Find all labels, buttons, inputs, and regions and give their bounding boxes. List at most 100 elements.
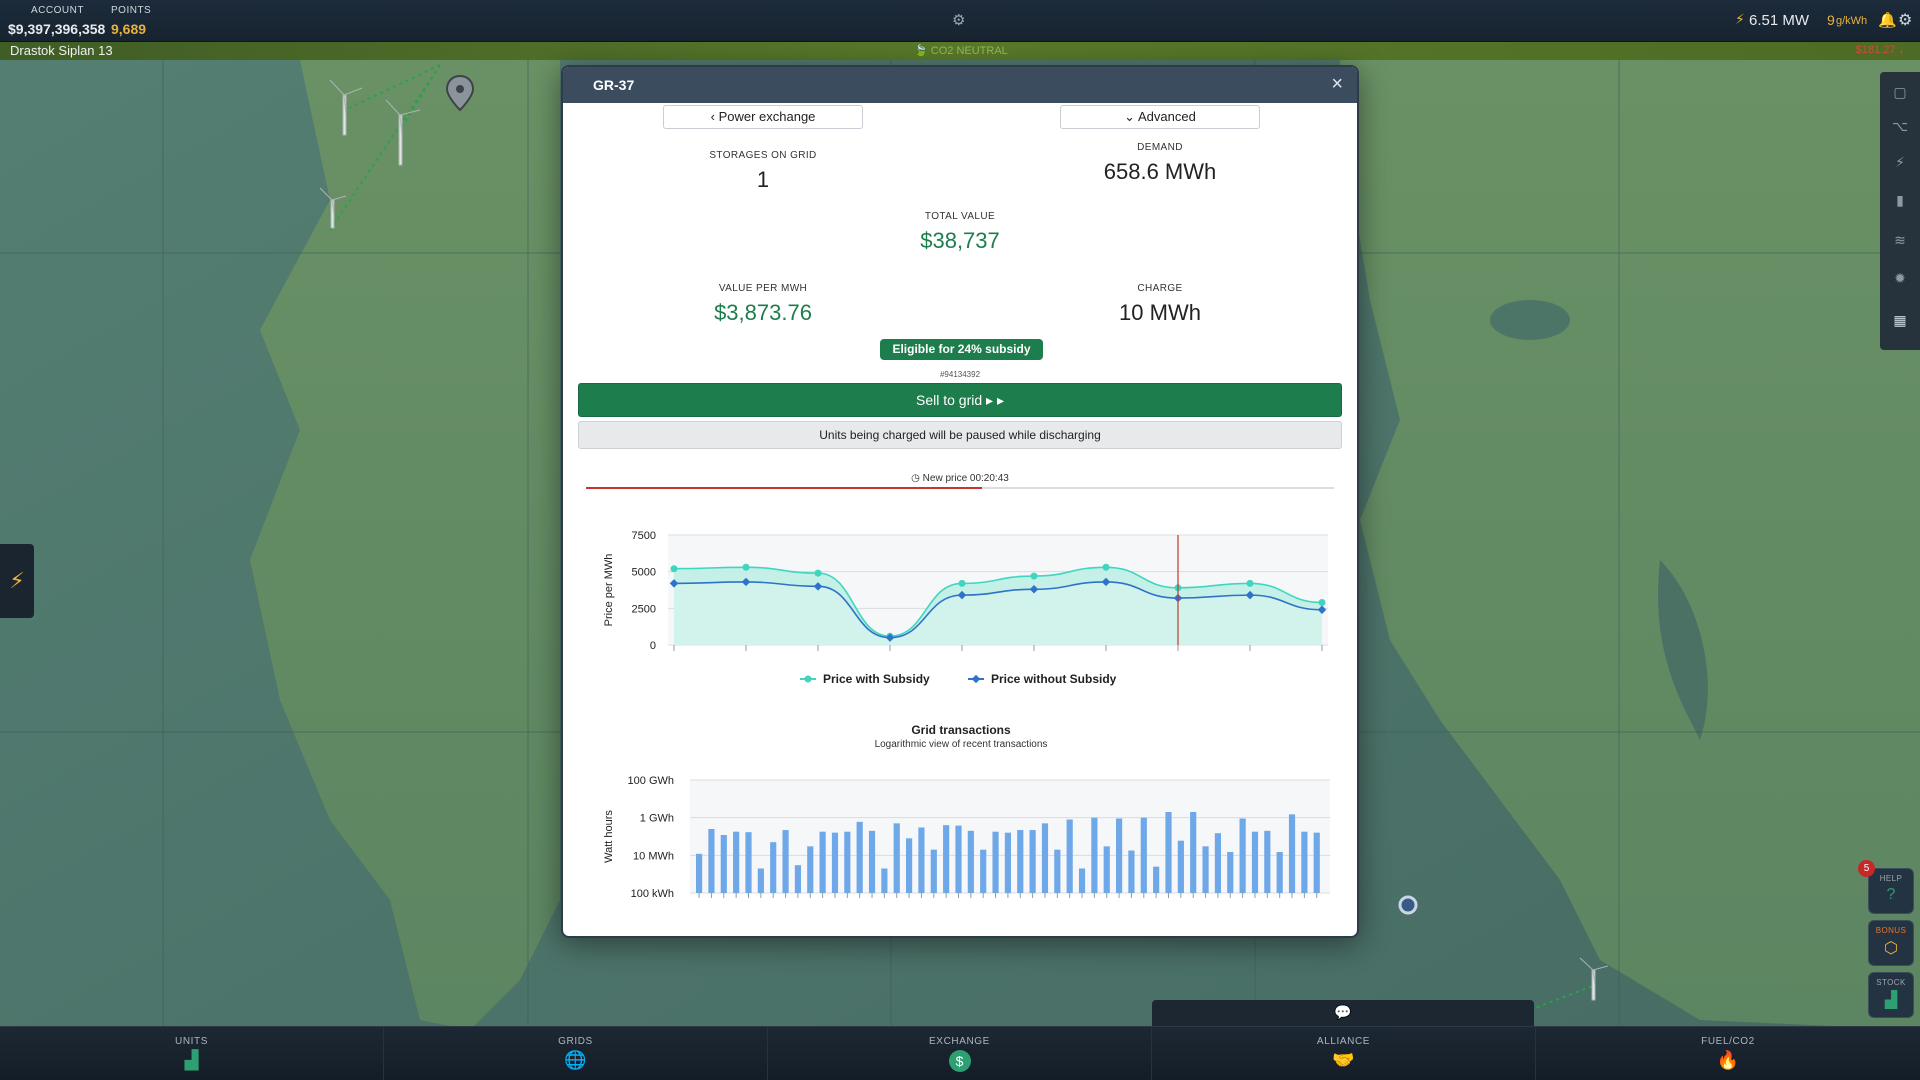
calculator-icon[interactable]: ▦ [1893, 312, 1907, 328]
transaction-bar [1140, 817, 1147, 893]
wind-icon[interactable]: ≋ [1894, 232, 1906, 248]
transaction-bar [1202, 846, 1209, 893]
transaction-bar [1190, 811, 1197, 893]
transaction-bar [1128, 850, 1135, 893]
transaction-bar [1054, 849, 1061, 893]
play-icon: ▸ ▸ [986, 392, 1004, 408]
bonus-button[interactable]: BONUS ⬡ [1868, 920, 1914, 966]
transaction-bar [1276, 852, 1283, 893]
close-icon[interactable]: × [1331, 73, 1343, 95]
data-point [1245, 590, 1255, 600]
transactions-title: Grid transactions [911, 723, 1011, 737]
subsidy-badge: Eligible for 24% subsidy [880, 339, 1043, 360]
y-tick-label: 10 MWh [633, 850, 674, 862]
transaction-bar [980, 849, 987, 893]
nav-exchange[interactable]: EXCHANGE $ [768, 1027, 1152, 1080]
battery-icon[interactable]: ▮ [1896, 192, 1904, 208]
sell-to-grid-button[interactable]: Sell to grid ▸ ▸ [578, 383, 1342, 417]
grid-modal: GR-37 × ‹ Power exchange ⌄ Advanced STOR… [561, 65, 1359, 938]
points-value[interactable]: 9,689 [111, 21, 147, 37]
stock-button[interactable]: STOCK ▟ [1868, 972, 1914, 1018]
tool-rail: ▢ ⌥ ⚡ ▮ ≋ ✹ ▦ [1880, 72, 1920, 350]
power-exchange-button[interactable]: ‹ Power exchange [663, 105, 863, 129]
chevron-down-icon: ⌄ [1124, 109, 1136, 124]
lightning-icon: ⚡ [1735, 11, 1745, 27]
transaction-bar [906, 838, 913, 893]
network-icon[interactable]: ⌥ [1892, 118, 1909, 134]
transaction-bar [794, 865, 801, 893]
transaction-bar [1288, 814, 1296, 893]
sell-label: Sell to grid [916, 392, 983, 408]
transaction-bar [1066, 819, 1073, 893]
bottom-nav: UNITS ▟ GRIDS 🌐 EXCHANGE $ ALLIANCE 🤝 FU… [0, 1026, 1920, 1080]
y-tick-label: 2500 [632, 603, 656, 615]
transaction-bar [918, 827, 925, 893]
lightning-icon: ⚡ [9, 568, 25, 593]
charge-value: 10 MWh [1119, 300, 1201, 325]
modal-title: GR-37 [593, 77, 635, 93]
nav-fuel[interactable]: FUEL/CO2 🔥 [1536, 1027, 1920, 1080]
y-tick-label: 0 [650, 640, 656, 652]
lightning-icon[interactable]: ⚡ [1895, 154, 1905, 170]
help-button[interactable]: HELP ? [1868, 868, 1914, 914]
gear-icon[interactable]: ⚙ [1898, 12, 1913, 29]
transaction-bar [1017, 830, 1024, 893]
transaction-bar [819, 831, 826, 893]
data-point [670, 565, 678, 573]
chat-tab[interactable]: 💬 [1152, 1000, 1534, 1026]
transaction-bar [1078, 868, 1086, 893]
y-tick-label: 7500 [632, 530, 656, 542]
data-point [814, 569, 822, 577]
price-chart[interactable]: 7500 5000 2500 0 Price per MWh Price with Sub… [586, 513, 1336, 713]
top-bar: ACCOUNT $9,397,396,358 POINTS 9,689 ⚙ ⚡ … [0, 0, 1920, 42]
timer-progress-fill [586, 487, 983, 489]
demand-label: DEMAND [1137, 142, 1183, 153]
legend-label: Price with Subsidy [823, 672, 930, 686]
price-timer: ◷ New price 00:20:43 [563, 473, 1357, 484]
nav-exchange-label: EXCHANGE [929, 1036, 990, 1047]
advanced-button[interactable]: ⌄ Advanced [1060, 105, 1260, 129]
cost-indicator: $181.27 ↓ [1856, 44, 1904, 56]
y-tick-label: 100 GWh [628, 775, 674, 787]
transaction-bar [1264, 830, 1271, 893]
timer-progress-track [586, 487, 1334, 489]
data-point [958, 579, 966, 587]
data-point [1030, 572, 1038, 580]
co2-neutral-label: CO2 NEUTRAL [930, 45, 1008, 57]
transaction-bar [782, 830, 789, 893]
handshake-icon: 🤝 [1332, 1050, 1355, 1070]
legend-label: Price without Subsidy [991, 672, 1117, 686]
square-icon[interactable]: ▢ [1893, 84, 1907, 100]
transactions-chart[interactable]: Grid transactions Logarithmic view of re… [586, 717, 1336, 917]
transaction-bar [1029, 830, 1036, 893]
arrow-down-icon: ↓ [1898, 44, 1905, 56]
points-label: POINTS [111, 5, 152, 16]
modal-header: GR-37 × [563, 67, 1357, 103]
leaf-icon: 🍃 [914, 45, 928, 57]
nav-alliance[interactable]: ALLIANCE 🤝 [1152, 1027, 1536, 1080]
nav-units-label: UNITS [175, 1036, 208, 1047]
power-exchange-label: Power exchange [718, 109, 816, 124]
co2-value[interactable]: 9 [1827, 12, 1835, 28]
transaction-bar [745, 832, 752, 893]
total-value: $38,737 [920, 228, 1000, 253]
y-axis-label: Price per MWh [603, 554, 615, 627]
account-value[interactable]: $9,397,396,358 [8, 21, 106, 37]
y-tick-label: 5000 [632, 567, 656, 579]
power-output[interactable]: 6.51 MW [1749, 12, 1810, 29]
nav-grids[interactable]: GRIDS 🌐 [384, 1027, 768, 1080]
transaction-bar [757, 868, 764, 893]
bug-icon[interactable]: ⚙ [952, 12, 966, 29]
co2-neutral-status: 🍃 CO2 NEUTRAL [914, 44, 1008, 57]
nav-units[interactable]: UNITS ▟ [0, 1027, 384, 1080]
transaction-bar [1116, 818, 1123, 893]
bonus-icon: ⬡ [1884, 940, 1898, 957]
account-label: ACCOUNT [31, 5, 84, 16]
bell-icon[interactable]: 🔔 [1878, 12, 1897, 29]
lightning-tab[interactable]: ⚡ [0, 544, 34, 618]
nav-grids-label: GRIDS [558, 1036, 593, 1047]
demand-value: 658.6 MWh [1103, 159, 1217, 184]
transaction-bar [770, 842, 777, 893]
transaction-bar [844, 831, 851, 893]
sun-icon[interactable]: ✹ [1894, 270, 1906, 286]
